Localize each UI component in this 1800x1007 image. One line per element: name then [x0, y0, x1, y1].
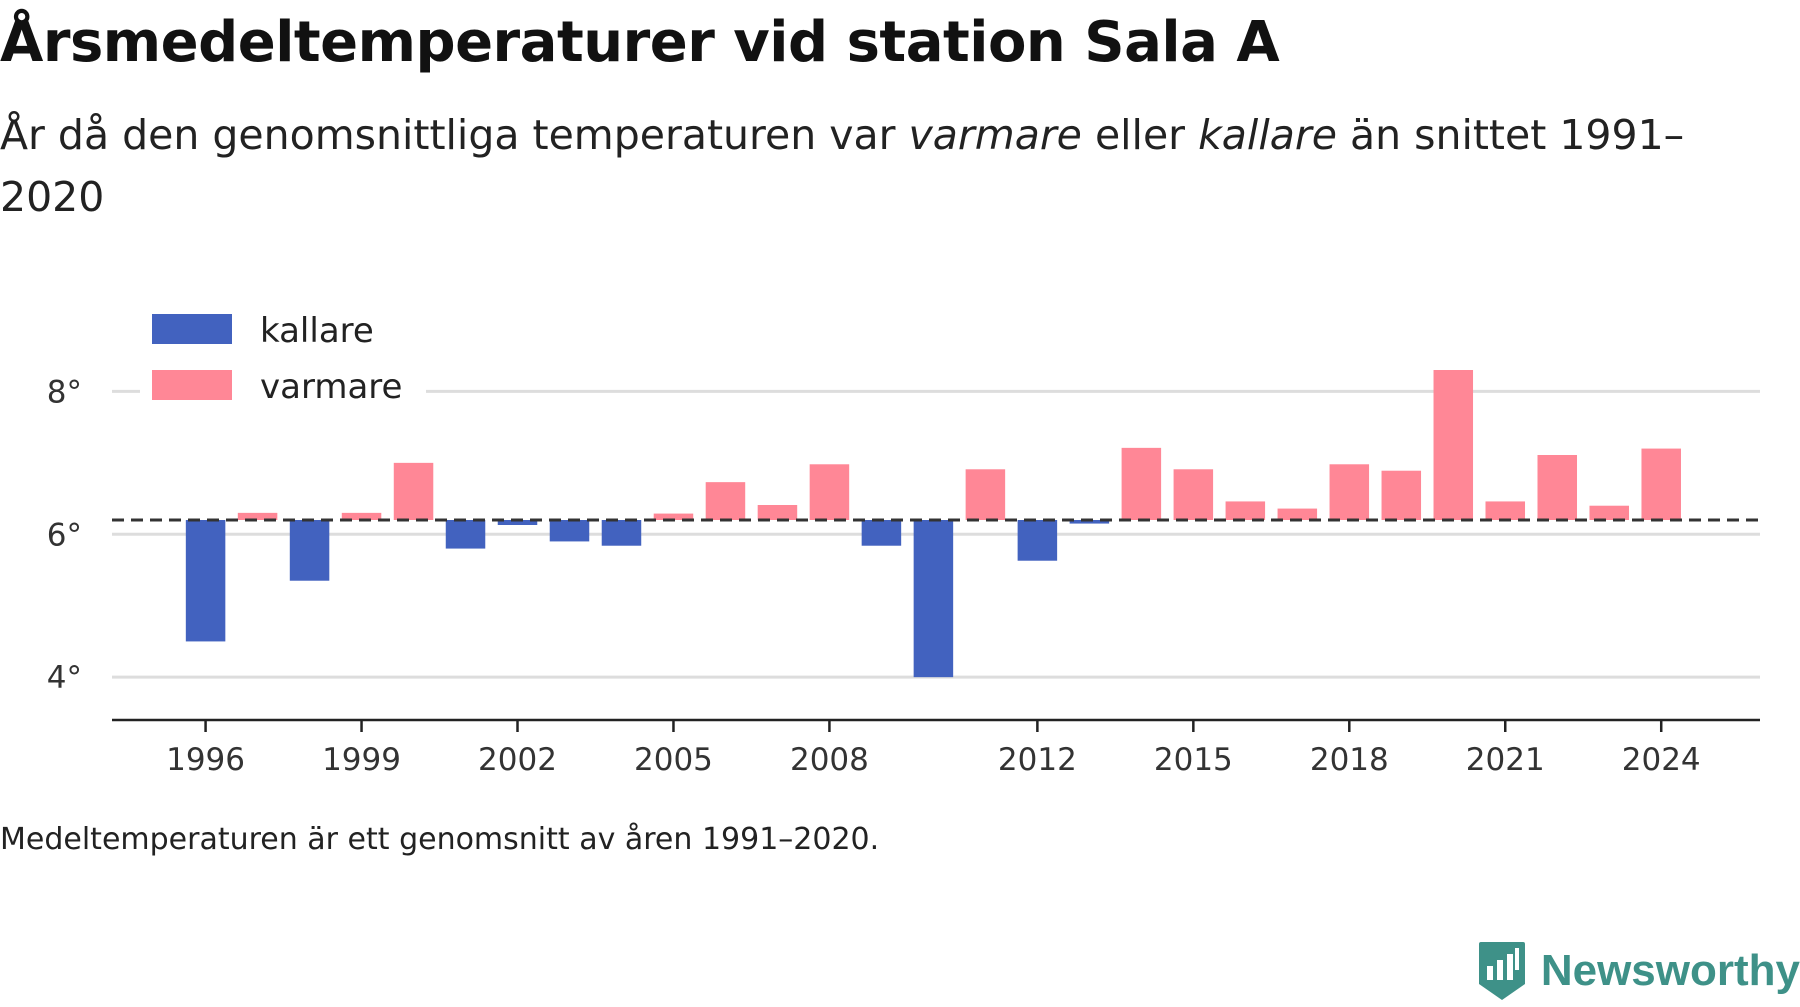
bar-warm	[1381, 470, 1422, 520]
subtitle-cold-word: kallare	[1198, 111, 1337, 159]
bar-warm	[809, 464, 850, 520]
bar-warm	[341, 512, 382, 520]
x-axis-ticks: 1996 1999 2002 2005 2008 2012 2015 2018 2021 2024	[166, 720, 1701, 778]
bar-cold	[913, 520, 954, 678]
subtitle-part3: än snittet 1991–2020	[0, 111, 1685, 221]
x-tick-label: 2015	[1154, 742, 1233, 778]
bar-warm	[965, 469, 1006, 520]
bar-cold	[289, 520, 330, 581]
bar-warm	[757, 505, 798, 520]
bar-warm	[1329, 464, 1370, 520]
bar-cold	[549, 520, 590, 542]
bar-warm	[1433, 370, 1474, 520]
bar-warm	[1225, 501, 1266, 520]
bar-warm	[653, 513, 694, 520]
legend-label-kallare: kallare	[260, 311, 374, 351]
bar-cold	[497, 520, 538, 525]
bar-warm	[1537, 455, 1578, 520]
bar-warm	[393, 462, 434, 520]
y-tick-label: 8°	[47, 374, 82, 410]
bar-chart: 4° 6° 8° 1996 1999 2002 2005 2008 2012 2015 2018 2…	[47, 304, 1760, 778]
y-axis-ticks: 4° 6° 8°	[47, 374, 82, 696]
chart-title: Årsmedeltemperaturer vid station Sala A	[0, 10, 1280, 75]
bar-cold	[1017, 520, 1058, 561]
x-tick-label: 2002	[478, 742, 557, 778]
legend: kallare varmare	[140, 304, 426, 420]
x-tick-label: 1996	[166, 742, 245, 778]
subtitle-warm-word: varmare	[908, 111, 1082, 159]
bar-warm	[1641, 448, 1681, 520]
bars	[185, 370, 1681, 678]
newsworthy-logo-text: Newsworthy	[1540, 946, 1800, 995]
x-tick-label: 2008	[790, 742, 869, 778]
chart-subtitle: År då den genomsnittliga temperaturen va…	[0, 104, 1700, 228]
newsworthy-logo: Newsworthy	[1477, 935, 1800, 1007]
bar-cold	[1069, 520, 1110, 524]
legend-label-varmare: varmare	[260, 367, 402, 407]
bar-cold	[185, 520, 226, 642]
subtitle-part1: År då den genomsnittliga temperaturen va…	[0, 111, 909, 159]
newsworthy-logo-icon	[1478, 942, 1525, 1000]
x-tick-label: 1999	[322, 742, 401, 778]
x-tick-label: 2005	[634, 742, 713, 778]
legend-swatch-kallare	[152, 314, 232, 344]
x-tick-label: 2012	[998, 742, 1077, 778]
bar-warm	[1277, 508, 1318, 520]
y-tick-label: 4°	[47, 660, 82, 696]
x-tick-label: 2024	[1622, 742, 1701, 778]
bar-warm	[1485, 501, 1526, 520]
bar-warm	[1121, 447, 1162, 520]
footnote: Medeltemperaturen är ett genomsnitt av å…	[0, 822, 880, 857]
bar-warm	[1589, 505, 1629, 520]
x-tick-label: 2021	[1466, 742, 1545, 778]
y-tick-label: 6°	[47, 517, 82, 553]
bar-cold	[861, 520, 902, 546]
bar-warm	[237, 512, 278, 520]
bar-warm	[705, 482, 746, 520]
bar-cold	[601, 520, 642, 546]
x-tick-label: 2018	[1310, 742, 1389, 778]
bar-cold	[445, 520, 486, 549]
bar-warm	[1173, 469, 1214, 520]
legend-swatch-varmare	[152, 370, 232, 400]
subtitle-part2: eller	[1081, 111, 1199, 159]
